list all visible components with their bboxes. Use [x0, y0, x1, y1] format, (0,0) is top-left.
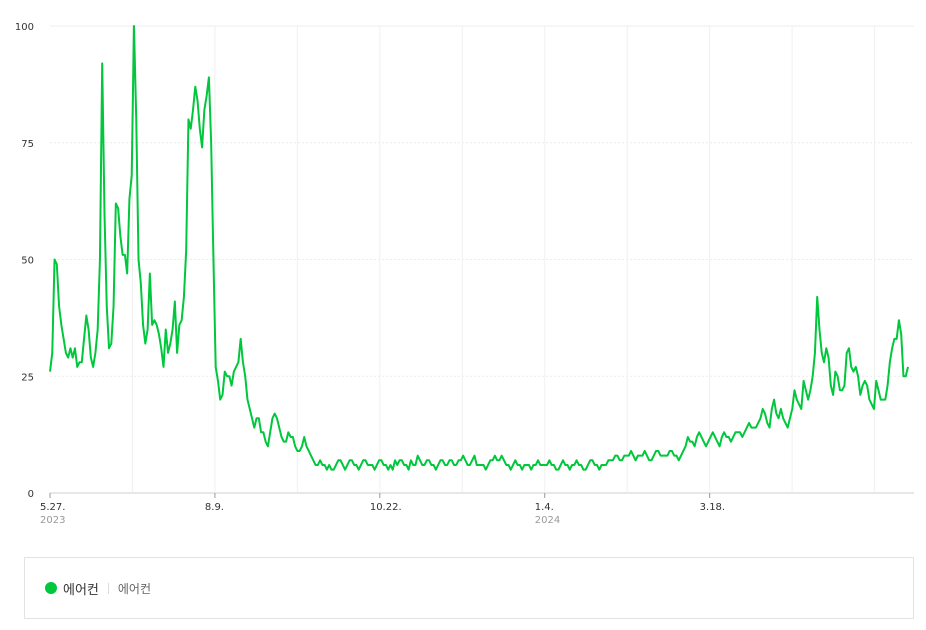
legend-series-name[interactable]: 에어컨 — [63, 582, 99, 598]
y-tick-label: 100 — [15, 22, 34, 33]
y-axis-ticks: 0 25 50 75 100 — [15, 22, 34, 500]
x-tick-label: 1.4. — [535, 502, 554, 513]
x-tick-year: 2023 — [40, 515, 65, 526]
y-tick-label: 50 — [21, 256, 34, 267]
x-tick-label: 10.22. — [370, 502, 402, 513]
legend-keywords: 에어컨 — [117, 581, 152, 596]
y-tick-label: 0 — [28, 489, 34, 500]
legend: 에어컨 에어컨 — [24, 557, 914, 619]
line-chart: 0 25 50 75 100 5.27. 2023 8.9. 10.22. 1.4. 2024 3.… — [15, 22, 914, 526]
y-tick-label: 75 — [21, 139, 34, 150]
y-tick-label: 25 — [21, 372, 34, 383]
x-axis-ticks: 5.27. 2023 8.9. 10.22. 1.4. 2024 3.18. — [40, 493, 725, 526]
x-tick-year: 2024 — [535, 515, 560, 526]
legend-separator — [107, 582, 109, 594]
legend-color-dot — [45, 582, 57, 594]
x-tick-label: 3.18. — [700, 502, 725, 513]
series-line-aircon — [49, 25, 909, 471]
x-tick-label: 5.27. — [40, 502, 65, 513]
x-tick-label: 8.9. — [205, 502, 224, 513]
